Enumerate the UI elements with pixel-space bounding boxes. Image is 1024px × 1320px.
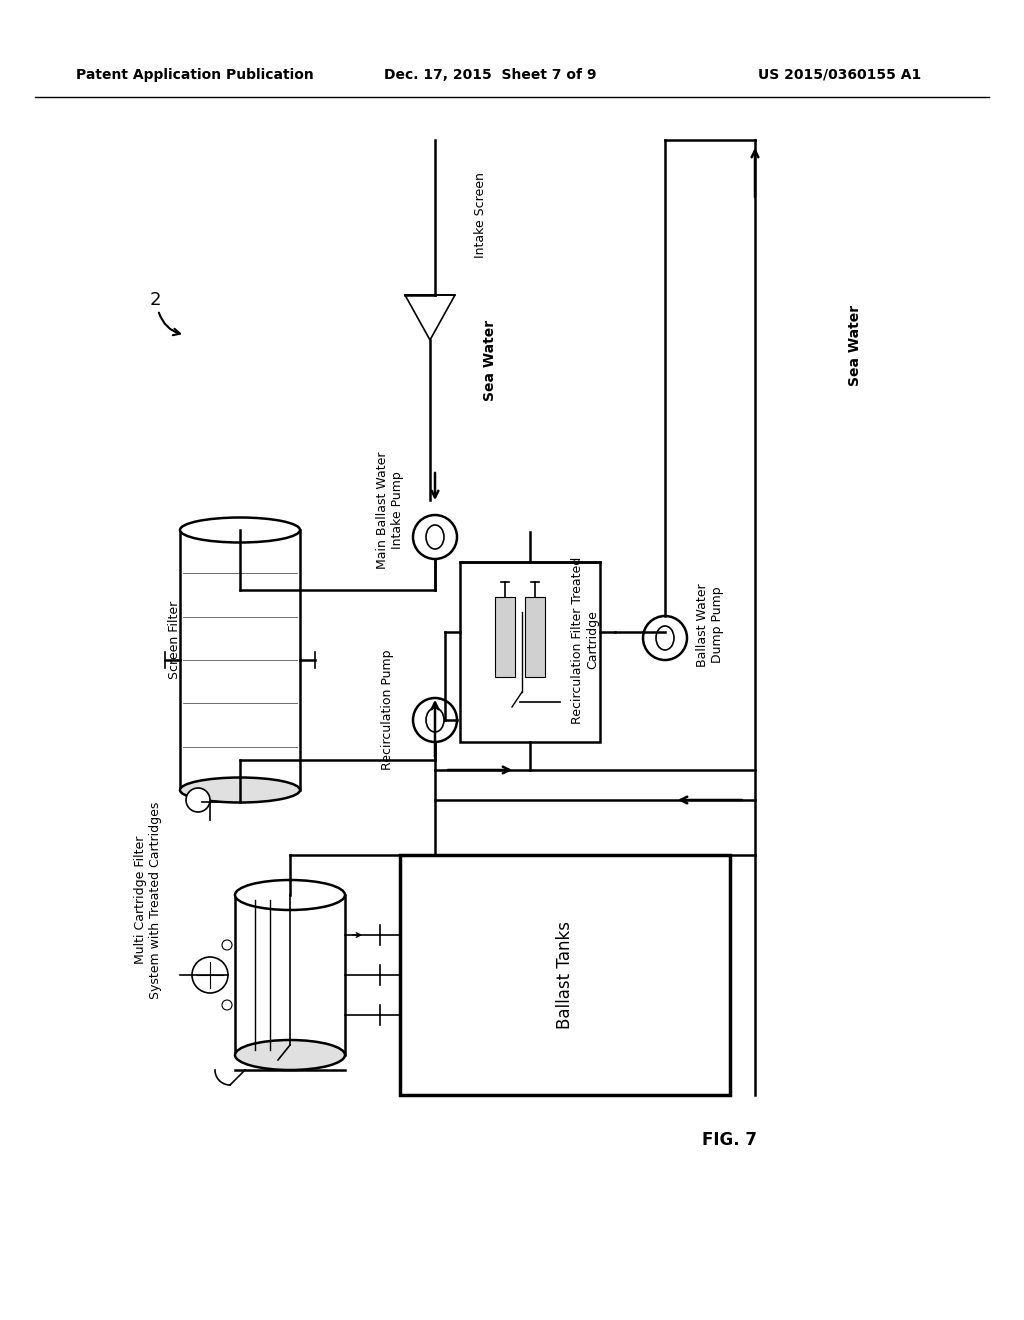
Ellipse shape <box>234 1040 345 1071</box>
Text: Recirculation Filter Treated
Cartridge: Recirculation Filter Treated Cartridge <box>571 556 599 723</box>
Ellipse shape <box>180 777 300 803</box>
Circle shape <box>222 940 232 950</box>
Circle shape <box>222 1001 232 1010</box>
Bar <box>180 531 300 789</box>
Text: Intake Screen: Intake Screen <box>473 172 486 257</box>
Text: 2: 2 <box>150 290 161 309</box>
Text: US 2015/0360155 A1: US 2015/0360155 A1 <box>759 69 922 82</box>
Text: Main Ballast Water
Intake Pump: Main Ballast Water Intake Pump <box>376 451 404 569</box>
Text: Dec. 17, 2015  Sheet 7 of 9: Dec. 17, 2015 Sheet 7 of 9 <box>384 69 596 82</box>
Circle shape <box>643 616 687 660</box>
Text: Sea Water: Sea Water <box>848 305 862 385</box>
Bar <box>400 855 730 1096</box>
Bar <box>495 597 515 677</box>
Bar <box>460 562 600 742</box>
Text: Sea Water: Sea Water <box>483 319 497 400</box>
Ellipse shape <box>234 880 345 909</box>
Text: Screen Filter: Screen Filter <box>169 601 181 678</box>
Ellipse shape <box>180 517 300 543</box>
Circle shape <box>413 515 457 558</box>
Text: Recirculation Pump: Recirculation Pump <box>382 649 394 771</box>
Text: Patent Application Publication: Patent Application Publication <box>76 69 314 82</box>
Text: Multi Cartridge Filter
System with Treated Cartridges: Multi Cartridge Filter System with Treat… <box>134 801 162 999</box>
Text: FIG. 7: FIG. 7 <box>702 1131 758 1148</box>
Circle shape <box>413 698 457 742</box>
Bar <box>525 597 545 677</box>
Bar <box>234 895 345 1055</box>
Text: Ballast Tanks: Ballast Tanks <box>556 921 574 1030</box>
Circle shape <box>193 957 228 993</box>
Text: Ballast Water
Dump Pump: Ballast Water Dump Pump <box>696 583 724 667</box>
Circle shape <box>186 788 210 812</box>
